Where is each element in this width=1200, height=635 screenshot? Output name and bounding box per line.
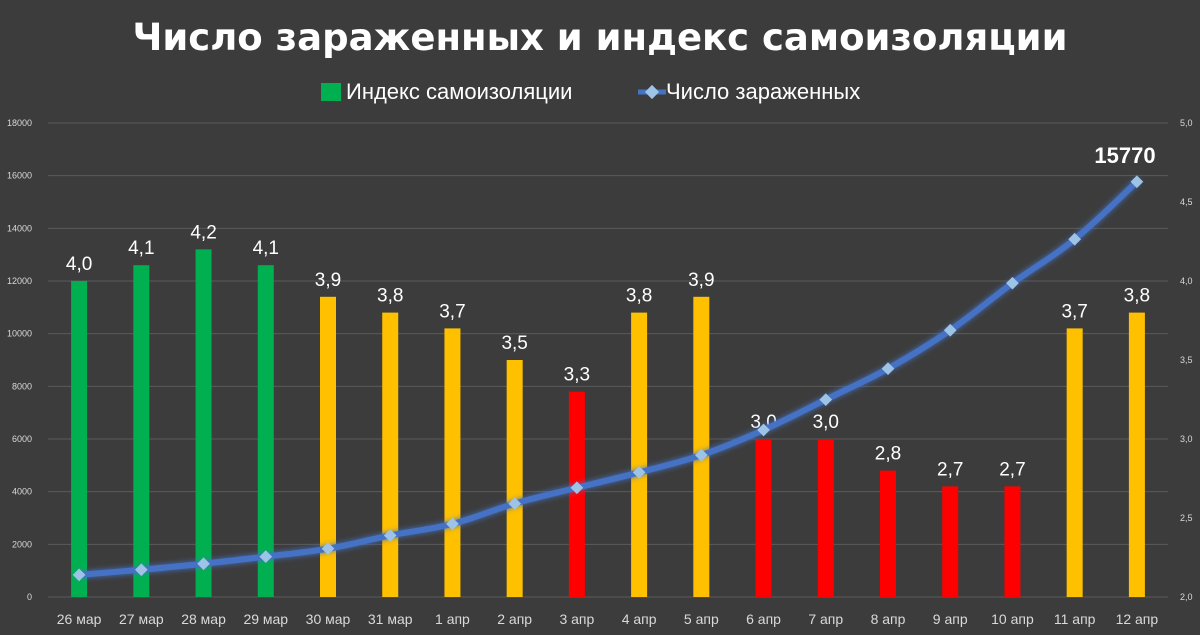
bar [1128,312,1145,597]
left-tick-label: 18000 [7,118,32,128]
x-tick-label: 6 апр [746,611,781,627]
bar [320,296,336,597]
bar-data-label: 3,8 [377,286,403,307]
right-tick-label: 3,0 [1180,434,1193,444]
x-tick-label: 8 апр [871,611,906,627]
chart-title: Число зараженных и индекс самоизоляции [132,16,1067,59]
right-tick-label: 5,0 [1180,118,1193,128]
legend-swatch-bar [321,83,341,101]
bar-data-label: 4,0 [66,254,92,275]
bar-data-label: 3,9 [315,270,341,291]
bar-data-label: 4,2 [190,222,216,243]
bar [257,265,274,597]
bar [444,328,461,597]
bar-data-label: 2,8 [875,444,901,465]
bar-data-label: 3,9 [688,270,714,291]
x-tick-label: 29 мар [243,611,288,627]
left-tick-label: 0 [27,592,32,602]
x-tick-label: 9 апр [933,611,968,627]
gridlines [48,122,1168,598]
bar [631,312,648,597]
x-tick-label: 3 апр [559,611,594,627]
left-tick-label: 12000 [7,276,32,286]
right-tick-label: 4,0 [1180,276,1193,286]
left-tick-label: 8000 [12,381,32,391]
x-tick-label: 7 апр [808,611,843,627]
bar-data-label: 3,0 [813,412,839,433]
bar [506,360,523,597]
bar [817,439,834,597]
left-tick-label: 4000 [12,487,32,497]
line-marker [508,497,522,510]
line-marker [757,423,770,437]
bar-data-label: 4,1 [128,238,154,259]
bar-data-label: 3,7 [1061,301,1087,322]
x-tick-label: 11 апр [1054,611,1096,627]
x-tick-label: 12 апр [1116,611,1159,627]
bars [71,249,1145,597]
left-tick-label: 10000 [7,329,32,339]
legend-label-line: Число зараженных [666,79,860,104]
left-tick-label: 14000 [7,223,32,233]
x-axis: 26 мар 27 мар 28 мар 29 мар 30 мар 31 мар 1 ап… [57,611,1159,627]
x-tick-label: 5 апр [684,611,719,627]
left-tick-label: 2000 [12,539,32,549]
x-tick-label: 4 апр [622,611,657,627]
bar [755,439,772,597]
x-tick-label: 1 апр [435,611,470,627]
bar [195,249,212,597]
series-line [76,178,1140,578]
left-tick-label: 16000 [7,171,32,181]
legend-swatch-marker [644,84,660,100]
bar-data-label: 4,1 [253,238,279,259]
right-tick-label: 2,0 [1180,592,1193,602]
x-tick-label: 26 мар [57,611,102,627]
bar-data-label: 3,8 [1124,286,1150,307]
x-tick-label: 31 мар [368,611,413,627]
bar-data-labels: 4,04,14,24,13,93,83,73,53,33,83,93,0 3,02… [66,222,1150,480]
x-tick-label: 30 мар [306,611,351,627]
bar-data-label: 2,7 [937,459,963,480]
bar-data-label: 3,7 [439,301,465,322]
x-tick-label: 2 апр [497,611,532,627]
bar [942,486,959,597]
bar [71,281,88,597]
bar-data-label: 3,5 [501,333,527,354]
right-tick-label: 4,5 [1180,197,1193,207]
x-tick-label: 28 мар [181,611,226,627]
bar [1004,486,1021,597]
right-tick-label: 2,5 [1180,513,1193,523]
annotation-last-value: 15770 [1094,143,1155,168]
left-axis: 0 2000 4000 6000 8000 10000 12000 14000 16000 180… [7,118,32,602]
right-axis: 2,0 2,5 3,0 3,5 4,0 4,5 5,0 [1180,118,1193,602]
legend: Индекс самоизоляции Число зараженных [321,79,860,104]
bar-data-label: 2,7 [999,459,1025,480]
bar [1066,328,1083,597]
bar [382,312,399,597]
bar [568,391,585,597]
legend-label-bar: Индекс самоизоляции [346,79,572,104]
left-tick-label: 6000 [12,434,32,444]
bar-data-label: 3,3 [564,365,590,386]
line-series [72,175,1144,582]
bar [693,296,710,597]
x-tick-label: 10 апр [991,611,1034,627]
bar [880,470,896,597]
x-tick-label: 27 мар [119,611,164,627]
bar-data-label: 3,8 [626,286,652,307]
bar [133,265,150,597]
right-tick-label: 3,5 [1180,355,1193,365]
